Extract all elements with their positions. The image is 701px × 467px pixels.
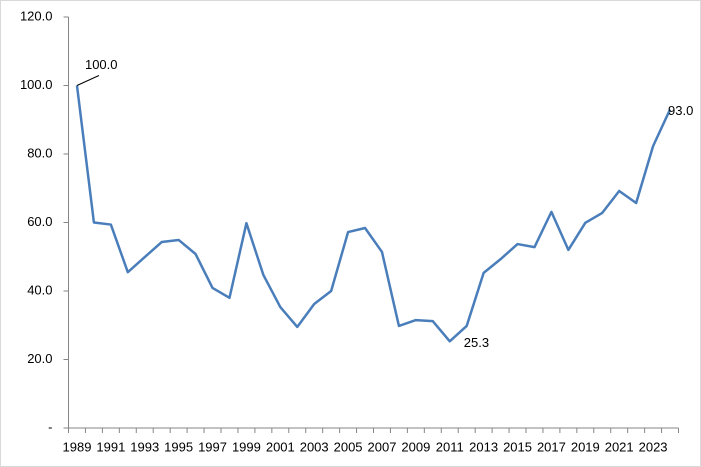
y-tick-label: 60.0 — [27, 214, 52, 229]
y-tick-label: 100.0 — [20, 77, 53, 92]
x-tick-label: 2007 — [368, 439, 397, 454]
y-tick-label: 40.0 — [27, 282, 52, 297]
leader-line — [76, 75, 100, 86]
y-tick-label: 80.0 — [27, 145, 52, 160]
data-label: 25.3 — [464, 335, 489, 350]
x-tick-label: 1995 — [164, 439, 193, 454]
y-tick-label: 120.0 — [20, 8, 53, 23]
data-label: 100.0 — [85, 57, 118, 72]
x-tick-label: 2011 — [436, 439, 464, 454]
y-tick-label: 20.0 — [27, 351, 52, 366]
x-tick-label: 2017 — [537, 439, 566, 454]
y-tick-label: - — [48, 419, 52, 434]
x-tick-label: 2019 — [571, 439, 600, 454]
x-tick-label: 2003 — [300, 439, 329, 454]
x-tick-label: 2023 — [639, 439, 668, 454]
x-tick-label: 1991 — [96, 439, 125, 454]
x-tick-label: 1989 — [63, 439, 92, 454]
x-tick-label: 2009 — [401, 439, 430, 454]
x-tick-label: 1997 — [198, 439, 227, 454]
x-tick-label: 1993 — [130, 439, 159, 454]
x-tick-label: 2001 — [266, 439, 295, 454]
x-tick-label: 1999 — [232, 439, 261, 454]
data-line — [75, 85, 672, 343]
x-tick-label: 2013 — [469, 439, 498, 454]
x-tick-label: 2005 — [334, 439, 363, 454]
x-tick-label: 2021 — [605, 439, 634, 454]
data-label: 93.0 — [668, 103, 693, 118]
x-tick-label: 2015 — [503, 439, 532, 454]
